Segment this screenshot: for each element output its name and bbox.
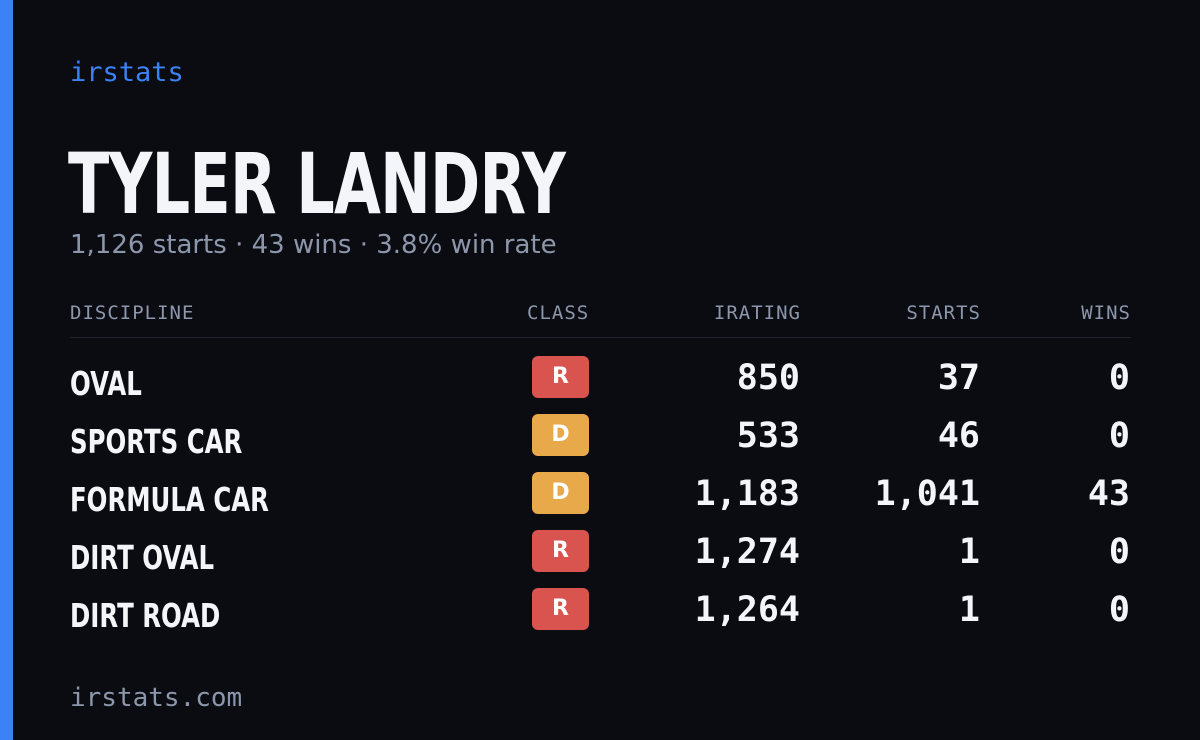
discipline-name: FORMULA CAR bbox=[70, 480, 269, 519]
wins-value: 0 bbox=[1108, 532, 1130, 572]
table-row: DIRT OVAL R 1,274 1 0 bbox=[70, 528, 1131, 586]
wins-value: 43 bbox=[1087, 474, 1130, 514]
license-class-badge: R bbox=[532, 530, 589, 572]
table-row: FORMULA CAR D 1,183 1,041 43 bbox=[70, 470, 1131, 528]
starts-value: 1 bbox=[958, 532, 980, 572]
brand-logo-text: irstats bbox=[70, 57, 184, 88]
irating-value: 1,183 bbox=[694, 474, 800, 514]
wins-value: 0 bbox=[1108, 590, 1130, 630]
starts-value: 1 bbox=[958, 590, 980, 630]
discipline-name: DIRT ROAD bbox=[70, 596, 221, 635]
starts-value: 46 bbox=[937, 416, 980, 456]
wins-value: 0 bbox=[1108, 358, 1130, 398]
footer-domain: irstats.com bbox=[70, 683, 243, 713]
table-body: OVAL R 850 37 0 SPORTS CAR D 533 46 0 FO… bbox=[70, 354, 1131, 644]
starts-value: 37 bbox=[937, 358, 980, 398]
irating-value: 850 bbox=[736, 358, 800, 398]
header-irating: IRATING bbox=[713, 302, 801, 324]
license-class-badge: D bbox=[532, 472, 589, 514]
accent-bar bbox=[0, 0, 13, 740]
header-starts: STARTS bbox=[906, 302, 981, 324]
discipline-name: SPORTS CAR bbox=[70, 422, 243, 461]
license-class-badge: R bbox=[532, 588, 589, 630]
irating-value: 1,264 bbox=[694, 590, 800, 630]
table-header: DISCIPLINE CLASS IRATING STARTS WINS bbox=[70, 296, 1131, 338]
discipline-name: OVAL bbox=[70, 364, 142, 403]
header-discipline: DISCIPLINE bbox=[70, 302, 195, 324]
license-class-badge: D bbox=[532, 414, 589, 456]
table-row: OVAL R 850 37 0 bbox=[70, 354, 1131, 412]
driver-summary: 1,126 starts · 43 wins · 3.8% win rate bbox=[70, 230, 557, 260]
starts-value: 1,041 bbox=[874, 474, 980, 514]
table-row: SPORTS CAR D 533 46 0 bbox=[70, 412, 1131, 470]
discipline-name: DIRT OVAL bbox=[70, 538, 215, 577]
header-class: CLASS bbox=[527, 302, 590, 324]
discipline-stats-table: DISCIPLINE CLASS IRATING STARTS WINS OVA… bbox=[70, 296, 1131, 644]
irating-value: 1,274 bbox=[694, 532, 800, 572]
header-wins: WINS bbox=[1081, 302, 1131, 324]
table-row: DIRT ROAD R 1,264 1 0 bbox=[70, 586, 1131, 644]
license-class-badge: R bbox=[532, 356, 589, 398]
driver-name: TYLER LANDRY bbox=[68, 135, 566, 233]
irating-value: 533 bbox=[736, 416, 800, 456]
wins-value: 0 bbox=[1108, 416, 1130, 456]
